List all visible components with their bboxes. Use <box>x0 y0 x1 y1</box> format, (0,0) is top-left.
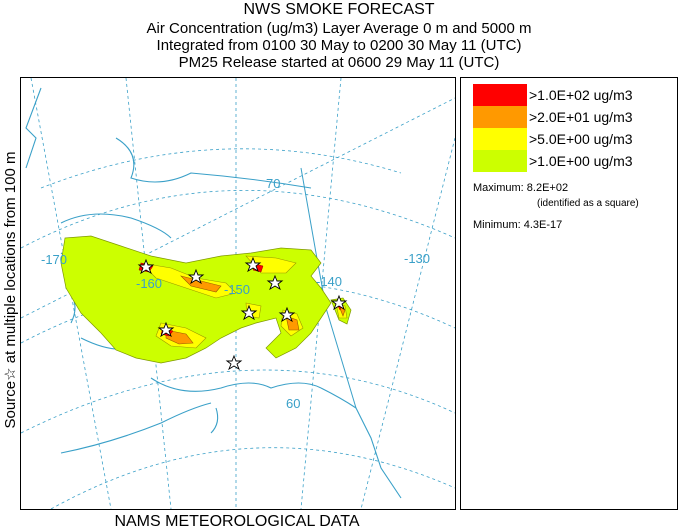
lon-label-170: -170 <box>41 252 67 267</box>
legend-label: >1.0E+00 ug/m3 <box>529 153 633 169</box>
north-slope-coast <box>115 137 312 189</box>
source-star-3 <box>244 256 262 273</box>
plume-l3-b <box>165 329 194 345</box>
lat-label-60: 60 <box>286 396 300 411</box>
concentration-subtitle: Air Concentration (ug/m3) Layer Average … <box>146 20 532 37</box>
source-star-6 <box>278 306 296 323</box>
source-star-7 <box>157 321 175 338</box>
siberia-coast <box>25 87 42 169</box>
legend-label: >5.0E+00 ug/m3 <box>529 131 633 147</box>
lon-line-170 <box>30 78 112 509</box>
legend-swatch-level-2 <box>473 128 527 150</box>
legend-label: >2.0E+01 ug/m3 <box>529 109 633 125</box>
source-side-label: Source☆ at multiple locations from 100 m <box>0 0 20 508</box>
panhandle-coast <box>320 387 402 499</box>
source-star-8 <box>330 294 348 311</box>
lat-line-60 <box>21 369 455 434</box>
lon-label-130: -130 <box>404 251 430 266</box>
lon-label-150: -150 <box>224 282 250 297</box>
lat-line-65 <box>21 190 455 249</box>
lat-line-55 <box>50 447 455 509</box>
legend-item: >1.0E+02 ug/m3 <box>473 84 673 106</box>
legend-label: >1.0E+02 ug/m3 <box>529 87 633 103</box>
source-star-4 <box>266 274 284 291</box>
minimum-value: Minimum: 4.3E-17 <box>473 219 563 231</box>
legend-swatch-level-1 <box>473 150 527 172</box>
source-star-2 <box>187 268 205 285</box>
forecast-title: NWS SMOKE FORECAST <box>243 1 435 18</box>
maximum-note: (identified as a square) <box>537 198 639 209</box>
source-star-9 <box>225 354 243 371</box>
legend-panel: >1.0E+02 ug/m3 >2.0E+01 ug/m3 >5.0E+00 u… <box>460 77 678 510</box>
legend-swatch-level-4 <box>473 84 527 106</box>
aleutian-peninsula <box>60 402 212 454</box>
gulf-coast <box>150 377 322 392</box>
smoke-map: -170 -160 -150 -140 -130 70 60 <box>20 77 456 510</box>
maximum-value: Maximum: 8.2E+02 <box>473 182 569 194</box>
source-side-text: Source☆ at multiple locations from 100 m <box>2 151 19 429</box>
lon-line-130 <box>360 137 455 509</box>
integration-period: Integrated from 0100 30 May to 0200 30 M… <box>156 37 522 54</box>
legend-item: >1.0E+00 ug/m3 <box>473 150 673 172</box>
lon-label-160: -160 <box>136 276 162 291</box>
border-line <box>300 167 357 409</box>
source-star-1 <box>137 258 155 275</box>
legend-item: >5.0E+00 ug/m3 <box>473 128 673 150</box>
kodiak-island <box>210 407 219 434</box>
source-markers <box>137 256 348 371</box>
legend-swatch-level-3 <box>473 106 527 128</box>
lat-label-70: 70 <box>266 176 280 191</box>
source-star-5 <box>240 304 258 321</box>
lat-line-70 <box>40 148 402 189</box>
legend-item: >2.0E+01 ug/m3 <box>473 106 673 128</box>
map-svg: -170 -160 -150 -140 -130 70 60 <box>21 78 455 509</box>
coastlines <box>25 87 402 499</box>
release-time: PM25 Release started at 0600 29 May 11 (… <box>178 54 500 71</box>
lon-label-140: -140 <box>316 274 342 289</box>
met-data-footer: NAMS METEOROLOGICAL DATA <box>114 513 360 530</box>
chukchi-coast <box>60 213 172 239</box>
